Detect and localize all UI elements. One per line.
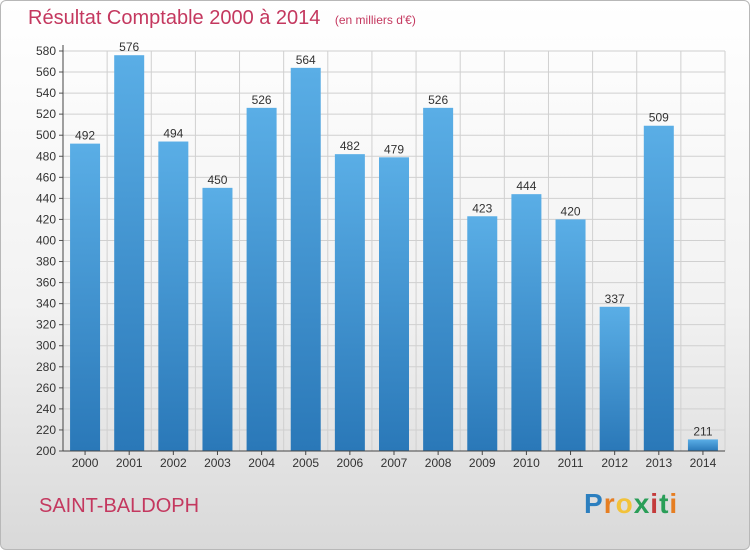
bar-2006 bbox=[334, 154, 365, 451]
y-tick-label: 340 bbox=[36, 297, 56, 311]
logo-letter: o bbox=[615, 488, 634, 519]
y-tick-label: 220 bbox=[36, 423, 56, 437]
value-label: 423 bbox=[472, 201, 492, 215]
x-tick-label: 2005 bbox=[292, 456, 319, 470]
commune-name: SAINT-BALDOPH bbox=[39, 495, 200, 517]
x-tick-label: 2007 bbox=[381, 456, 408, 470]
value-label: 450 bbox=[207, 173, 227, 187]
value-label: 494 bbox=[163, 127, 183, 141]
x-tick-label: 2000 bbox=[72, 456, 99, 470]
value-label: 509 bbox=[649, 111, 669, 125]
bar-2001 bbox=[114, 55, 145, 452]
y-tick-label: 360 bbox=[36, 276, 56, 290]
value-label: 211 bbox=[693, 424, 712, 438]
y-tick-label: 460 bbox=[36, 170, 56, 184]
bar-2009 bbox=[467, 216, 498, 451]
value-label: 526 bbox=[428, 93, 448, 107]
y-tick-label: 400 bbox=[36, 233, 56, 247]
bar-2013 bbox=[643, 125, 674, 451]
value-label: 479 bbox=[384, 142, 404, 156]
x-tick-label: 2004 bbox=[248, 456, 275, 470]
proxiti-logo: Proxiti bbox=[584, 488, 678, 520]
logo-letter: i bbox=[650, 488, 660, 519]
y-tick-label: 560 bbox=[36, 65, 56, 79]
bar-2014 bbox=[687, 439, 718, 451]
value-label: 482 bbox=[340, 139, 360, 153]
value-labels: 492 576 494 450 526 564 482 479 526 423 444 420 337 5… bbox=[75, 40, 713, 438]
bar-2003 bbox=[202, 187, 233, 451]
y-tick-label: 380 bbox=[36, 255, 56, 269]
x-tick-label: 2010 bbox=[513, 456, 540, 470]
bar-2008 bbox=[423, 107, 454, 451]
x-tick-label: 2011 bbox=[558, 456, 584, 470]
y-tick-label: 440 bbox=[36, 191, 56, 205]
value-label: 564 bbox=[296, 53, 316, 67]
logo-letter: P bbox=[584, 488, 604, 519]
x-tick-label: 2012 bbox=[601, 456, 628, 470]
bar-2002 bbox=[158, 141, 189, 452]
x-tick-label: 2003 bbox=[204, 456, 231, 470]
chart-title-block: Résultat Comptable 2000 à 2014 (en milli… bbox=[28, 7, 416, 30]
x-axis: 2000 2001 2002 2003 2004 2005 2006 2007 2008 2009… bbox=[63, 450, 725, 470]
y-tick-label: 280 bbox=[36, 360, 56, 374]
value-label: 526 bbox=[252, 93, 272, 107]
y-tick-label: 320 bbox=[36, 318, 56, 332]
y-axis: 200 220 240 260 280 300 320 340 360 380 400 420 440 4… bbox=[36, 44, 64, 458]
y-tick-label: 200 bbox=[36, 444, 56, 458]
bar-chart: 200 220 240 260 280 300 320 340 360 380 400 420 440 4… bbox=[36, 40, 726, 470]
logo-letter: t bbox=[659, 488, 670, 519]
bar-2004 bbox=[246, 107, 277, 451]
logo-letter: i bbox=[669, 488, 679, 519]
bar-2011 bbox=[555, 219, 586, 451]
value-label: 576 bbox=[119, 40, 139, 54]
y-tick-label: 540 bbox=[36, 86, 56, 100]
chart-unit: (en milliers d'€) bbox=[334, 13, 416, 27]
x-tick-label: 2002 bbox=[160, 456, 187, 470]
value-label: 337 bbox=[605, 292, 625, 306]
y-tick-label: 480 bbox=[36, 149, 56, 163]
x-tick-label: 2013 bbox=[645, 456, 672, 470]
y-tick-label: 300 bbox=[36, 339, 56, 353]
x-tick-label: 2009 bbox=[469, 456, 496, 470]
bar-2012 bbox=[599, 306, 630, 451]
x-tick-label: 2001 bbox=[116, 456, 143, 470]
y-tick-label: 580 bbox=[36, 44, 56, 58]
value-label: 492 bbox=[75, 129, 95, 143]
chart-title: Résultat Comptable 2000 à 2014 bbox=[28, 7, 321, 29]
y-tick-label: 420 bbox=[36, 212, 56, 226]
y-tick-label: 240 bbox=[36, 402, 56, 416]
y-tick-label: 520 bbox=[36, 107, 56, 121]
y-tick-label: 500 bbox=[36, 128, 56, 142]
x-tick-label: 2014 bbox=[690, 456, 717, 470]
x-tick-label: 2008 bbox=[425, 456, 452, 470]
bars bbox=[70, 55, 718, 452]
logo-letter: r bbox=[603, 488, 616, 519]
logo-letter: x bbox=[633, 488, 651, 519]
bar-2000 bbox=[70, 143, 101, 451]
value-label: 420 bbox=[561, 204, 581, 218]
value-label: 444 bbox=[516, 179, 536, 193]
bar-2007 bbox=[379, 157, 409, 451]
x-tick-label: 2006 bbox=[337, 456, 364, 470]
bar-2005 bbox=[290, 67, 321, 451]
bar-2010 bbox=[511, 194, 542, 451]
y-tick-label: 260 bbox=[36, 381, 56, 395]
